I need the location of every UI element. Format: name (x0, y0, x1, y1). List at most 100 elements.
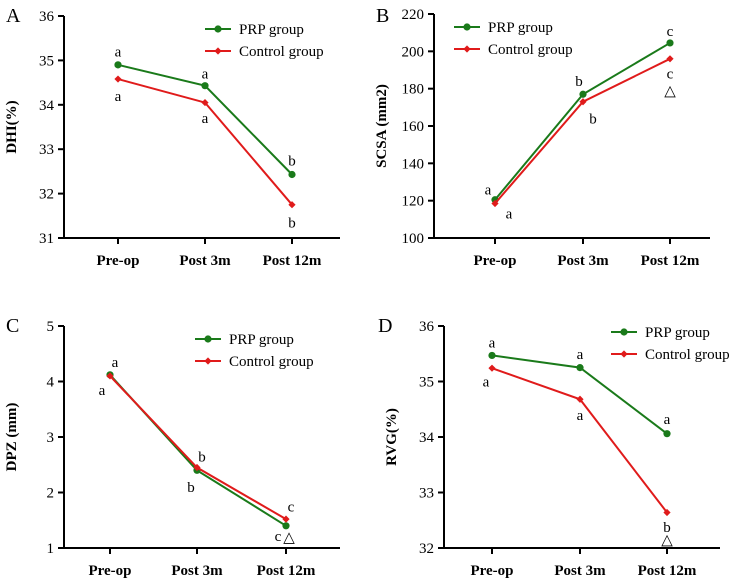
panel-b-legend-prp-label: PRP group (488, 20, 553, 36)
panel-d-y-tick-label: 35 (419, 375, 434, 391)
panel-d-annotation: a (664, 412, 671, 428)
panel-b-annotation: b (589, 112, 597, 128)
panel-a-annotation: b (288, 153, 296, 169)
panel-b-legend-prp-marker (463, 23, 471, 31)
panel-a-y-tick-label: 33 (39, 142, 54, 158)
panel-b-y-tick-label: 220 (402, 7, 425, 23)
panel-c-y-tick-label: 2 (47, 486, 55, 502)
panel-b-category-label: Post 12m (641, 253, 700, 269)
panel-b-annotation: c (667, 67, 674, 83)
panel-d-category-label: Post 12m (638, 563, 697, 579)
panel-b-control-point (491, 199, 499, 208)
panel-b-prp-line (494, 42, 671, 201)
panel-c-y-axis-label: DPZ (mm) (4, 403, 20, 472)
panel-a-prp-point (114, 61, 122, 69)
panel-c-control-line (109, 375, 287, 521)
panel-c-category-label: Post 3m (171, 563, 223, 579)
panel-c-legend-prp-label: PRP group (229, 332, 294, 348)
panel-c-legend-control-label: Control group (229, 354, 314, 370)
panel-d-annotation: △ (661, 533, 673, 549)
panel-b-category-label: Post 3m (557, 253, 609, 269)
panel-d-y-tick-label: 34 (419, 430, 435, 446)
panel-a-annotation: b (288, 215, 296, 231)
panel-c-y-tick-label: 5 (47, 319, 55, 335)
panel-b-y-tick-label: 200 (402, 44, 425, 60)
panel-c-prp-point (282, 522, 290, 530)
panel-a-annotation: a (115, 89, 122, 105)
panel-d-y-tick-label: 32 (419, 541, 434, 557)
panel-b-y-tick-label: 100 (402, 231, 425, 247)
panel-d-annotation: a (483, 375, 490, 391)
panel-c-y-tick-label: 1 (47, 541, 55, 557)
panel-a-category-label: Post 3m (179, 253, 231, 269)
panel-b-y-tick-label: 140 (402, 156, 425, 172)
panel-c-annotation: a (99, 383, 106, 399)
panel-d-legend-control-label: Control group (645, 347, 730, 363)
panel-b-prp-point (666, 39, 674, 47)
panel-c-annotation: b (187, 480, 195, 496)
panel-d-legend-control-marker (620, 350, 628, 358)
panel-d-letter: D (378, 315, 392, 337)
panel-d-y-tick-label: 36 (419, 319, 435, 335)
panel-b-annotation: △ (664, 84, 676, 100)
panel-a-legend-prp-marker (214, 25, 222, 33)
panel-a-y-axis-label: DHI(%) (4, 100, 20, 153)
panel-b-legend-control-marker (463, 45, 471, 53)
panel-d-control-point (663, 508, 671, 517)
panel-b-legend-control-label: Control group (488, 42, 573, 58)
panel-d-prp-point (488, 351, 496, 360)
panel-b-annotation: c (667, 24, 674, 40)
panel-c-annotation: c (275, 529, 282, 545)
panel-a-category-label: Post 12m (263, 253, 322, 269)
panel-d-prp-point (663, 430, 671, 438)
panel-a-y-tick-label: 35 (39, 53, 54, 69)
panel-a-prp-point (288, 170, 296, 179)
panel-b-annotation: b (575, 74, 583, 90)
panel-d-y-axis-label: RVG(%) (384, 408, 400, 466)
panel-a-category-label: Pre-op (96, 253, 139, 269)
panel-b-annotation: a (485, 182, 492, 198)
panel-c-category-label: Pre-op (88, 563, 131, 579)
panel-d-category-label: Post 3m (554, 563, 606, 579)
panel-b-y-tick-label: 180 (402, 82, 425, 98)
panel-c-annotation: b (198, 449, 206, 465)
panel-a-control-point (201, 98, 209, 107)
panel-c-y-tick-label: 3 (47, 430, 55, 446)
panel-a-legend-prp-label: PRP group (239, 22, 304, 38)
panel-b-y-tick-label: 120 (402, 194, 425, 210)
panel-c-control-point (282, 515, 290, 523)
panel-c-legend-prp-marker (204, 335, 212, 343)
panel-a-annotation: a (202, 67, 209, 83)
panel-a-legend-control-marker (214, 47, 222, 55)
panel-a-letter: A (6, 5, 21, 27)
panel-b-prp-point (579, 90, 587, 98)
panel-a-control-point (114, 75, 122, 83)
panel-c-control-point (193, 463, 201, 472)
panel-a-annotation: a (115, 45, 122, 61)
panel-d-legend-prp-marker (620, 328, 628, 336)
panel-b-annotation: a (506, 207, 513, 223)
panel-d-prp-point (576, 364, 584, 372)
panel-c-legend-control-marker (204, 357, 212, 365)
panel-d-control-point (576, 395, 584, 403)
panel-d-annotation: a (489, 336, 496, 352)
panel-d-annotation: a (577, 408, 584, 424)
panel-c-y-tick-label: 4 (47, 375, 55, 391)
panel-a-control-line (117, 78, 293, 206)
panel-c-annotation: △ (283, 530, 295, 546)
panel-a-y-tick-label: 34 (39, 98, 55, 114)
panel-d-annotation: b (663, 520, 671, 536)
panel-b-control-point (666, 55, 674, 63)
panel-c-category-label: Post 12m (257, 563, 316, 579)
panel-b-category-label: Pre-op (473, 253, 516, 269)
panel-c-annotation: c (288, 499, 295, 515)
panel-c-control-point (106, 372, 114, 380)
panel-a-prp-point (201, 82, 209, 90)
panel-a-legend-control-label: Control group (239, 44, 324, 60)
panel-a-y-tick-label: 36 (39, 9, 55, 25)
panel-b-y-axis-label: SCSA (mm2) (374, 84, 390, 168)
panel-a-control-point (288, 201, 296, 209)
panel-c-annotation: a (112, 355, 119, 371)
panel-d-control-line (491, 367, 668, 514)
